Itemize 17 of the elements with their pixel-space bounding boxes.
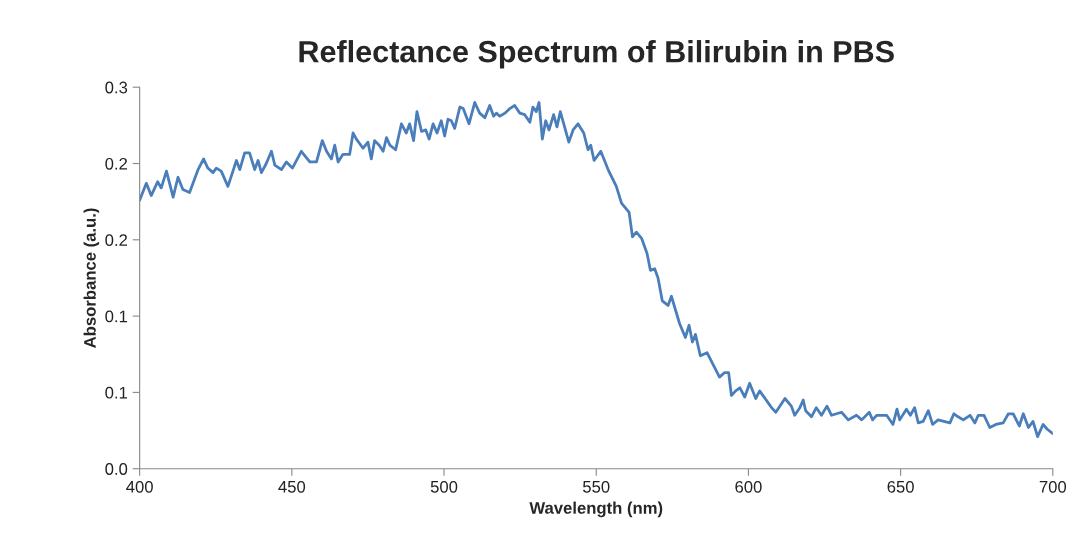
y-tick-label: 0.2 xyxy=(105,157,128,170)
line-series xyxy=(139,101,1053,439)
x-tick-label: 500 xyxy=(430,480,458,493)
y-tick-label: 0.2 xyxy=(105,234,128,246)
y-tick-label: 0.1 xyxy=(105,386,128,399)
x-tick-label: 650 xyxy=(887,480,914,493)
chart-title: Reflectance Spectrum of Bilirubin in PBS xyxy=(299,40,894,69)
x-tick-label: 600 xyxy=(735,480,762,493)
x-tick-label: 400 xyxy=(126,480,153,493)
x-tick-label: 550 xyxy=(583,480,610,493)
y-axis-title: Absorbance (a.u.) xyxy=(83,208,100,348)
y-tick-label: 0.3 xyxy=(105,81,128,94)
x-axis-title: Wavelength (nm) xyxy=(529,501,663,518)
x-tick-label: 700 xyxy=(1039,480,1067,493)
y-tick-label: 0.0 xyxy=(105,463,128,475)
y-tick-label: 0.1 xyxy=(105,310,128,323)
x-tick-label: 450 xyxy=(278,480,306,493)
